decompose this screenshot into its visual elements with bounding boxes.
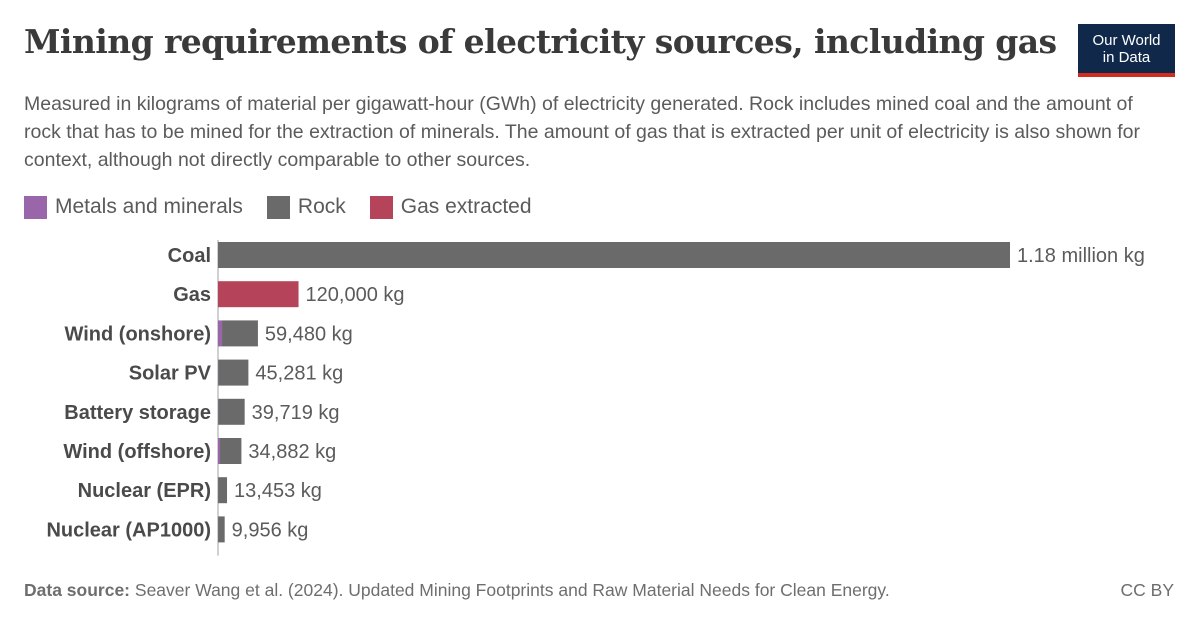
value-label-wind-onshore: 59,480 kg bbox=[265, 323, 353, 345]
category-label-nuclear-ap1000: Nuclear (AP1000) bbox=[46, 519, 211, 541]
legend-swatch-gas bbox=[369, 195, 393, 219]
category-label-solar-pv: Solar PV bbox=[129, 363, 212, 385]
legend-label-gas: Gas extracted bbox=[400, 195, 532, 218]
value-label-solar-pv: 45,281 kg bbox=[255, 363, 343, 385]
value-label-battery-storage: 39,719 kg bbox=[252, 402, 340, 424]
legend-item-metals[interactable]: Metals and minerals bbox=[24, 195, 243, 219]
chart-legend: Metals and minerals Rock Gas extracted bbox=[24, 195, 532, 219]
data-source: Data source: Seaver Wang et al. (2024). … bbox=[24, 580, 890, 601]
bar-nuclear-epr-rock[interactable] bbox=[218, 477, 228, 504]
bar-nuclear-ap1000-rock[interactable] bbox=[218, 516, 225, 543]
bar-battery-storage-rock[interactable] bbox=[218, 398, 245, 425]
legend-item-rock[interactable]: Rock bbox=[266, 195, 346, 219]
logo-line-1: Our World bbox=[1092, 31, 1161, 49]
category-label-gas: Gas bbox=[173, 284, 211, 306]
chart-title: Mining requirements of electricity sourc… bbox=[24, 22, 1057, 61]
bar-gas-gas-extracted[interactable] bbox=[218, 281, 299, 308]
bar-coal-rock[interactable] bbox=[218, 242, 1010, 268]
bar-wind-onshore-metals-and-minerals[interactable] bbox=[218, 320, 223, 347]
data-source-label: Data source: bbox=[24, 580, 131, 600]
data-source-text: Seaver Wang et al. (2024). Updated Minin… bbox=[134, 580, 890, 600]
value-label-gas: 120,000 kg bbox=[306, 284, 405, 306]
value-label-wind-offshore: 34,882 kg bbox=[248, 441, 336, 463]
chart-subtitle: Measured in kilograms of material per gi… bbox=[24, 93, 1141, 171]
category-label-wind-onshore: Wind (onshore) bbox=[65, 323, 211, 345]
legend-swatch-rock bbox=[266, 195, 290, 219]
legend-label-rock: Rock bbox=[297, 195, 346, 218]
legend-swatch-metals bbox=[24, 195, 47, 219]
license-link[interactable]: CC BY bbox=[1120, 580, 1174, 600]
bar-solar-pv-rock[interactable] bbox=[218, 359, 249, 386]
value-label-coal: 1.18 million kg bbox=[1017, 245, 1145, 267]
category-label-coal: Coal bbox=[168, 245, 211, 267]
value-label-nuclear-epr: 13,453 kg bbox=[234, 480, 322, 502]
legend-label-metals: Metals and minerals bbox=[55, 195, 243, 218]
category-label-battery-storage: Battery storage bbox=[64, 402, 211, 424]
logo-line-2: in Data bbox=[1102, 48, 1151, 66]
bar-wind-offshore-metals-and-minerals[interactable] bbox=[218, 438, 221, 464]
value-label-nuclear-ap1000: 9,956 kg bbox=[232, 519, 309, 541]
bar-wind-onshore-rock[interactable] bbox=[222, 320, 258, 347]
chart-footer: Data source: Seaver Wang et al. (2024). … bbox=[24, 580, 1174, 601]
category-label-wind-offshore: Wind (offshore) bbox=[63, 441, 211, 463]
bar-wind-offshore-rock[interactable] bbox=[220, 438, 242, 464]
category-label-nuclear-epr: Nuclear (EPR) bbox=[78, 480, 211, 502]
owid-logo[interactable]: Our World in Data bbox=[1078, 24, 1175, 77]
legend-item-gas[interactable]: Gas extracted bbox=[369, 195, 532, 219]
